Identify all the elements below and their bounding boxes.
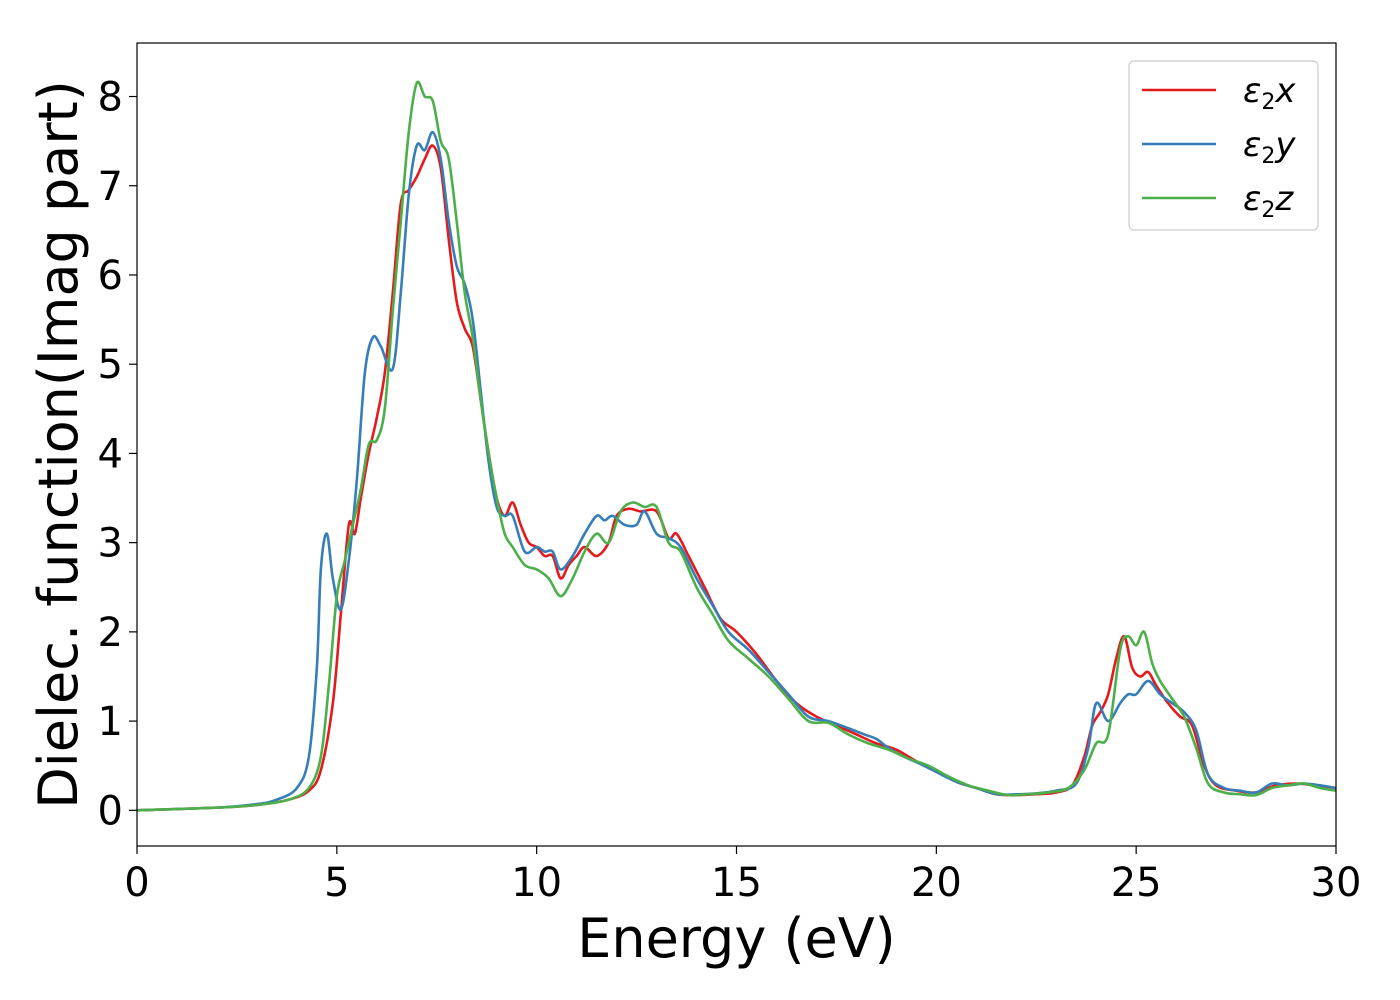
legend-label-z: ε2z	[1243, 179, 1294, 223]
legend: ε2x ε2y ε2z	[1128, 60, 1319, 231]
series-line-z	[137, 80, 1336, 812]
x-tick-label: 0	[124, 860, 149, 906]
legend-label-y: ε2y	[1243, 125, 1296, 169]
legend-box	[1128, 60, 1319, 231]
legend-label-x: ε2x	[1243, 71, 1296, 115]
y-tick-label: 8	[98, 75, 123, 121]
y-axis-label: Dielec. function(Imag part)	[27, 80, 90, 809]
x-tick-label: 15	[711, 860, 762, 906]
y-tick-label: 0	[98, 788, 123, 834]
series-line-y	[137, 130, 1336, 812]
y-tick-label: 5	[98, 342, 123, 388]
y-tick-label: 4	[98, 431, 123, 477]
x-tick-label: 5	[324, 860, 349, 906]
y-tick-label: 3	[98, 521, 123, 567]
x-axis-ticks: 0 5 10 15 20 25 30	[124, 846, 1361, 906]
y-tick-label: 2	[98, 610, 123, 656]
y-tick-label: 7	[98, 164, 123, 210]
x-axis-label: Energy (eV)	[577, 907, 896, 970]
x-tick-label: 30	[1311, 860, 1362, 906]
x-tick-label: 10	[511, 860, 562, 906]
x-tick-label: 20	[911, 860, 962, 906]
y-tick-label: 1	[98, 699, 123, 745]
y-axis-ticks: 0 1 2 3 4 5 6 7 8	[98, 75, 137, 834]
series-layer	[137, 80, 1336, 812]
x-tick-label: 25	[1111, 860, 1162, 906]
y-tick-label: 6	[98, 253, 123, 299]
